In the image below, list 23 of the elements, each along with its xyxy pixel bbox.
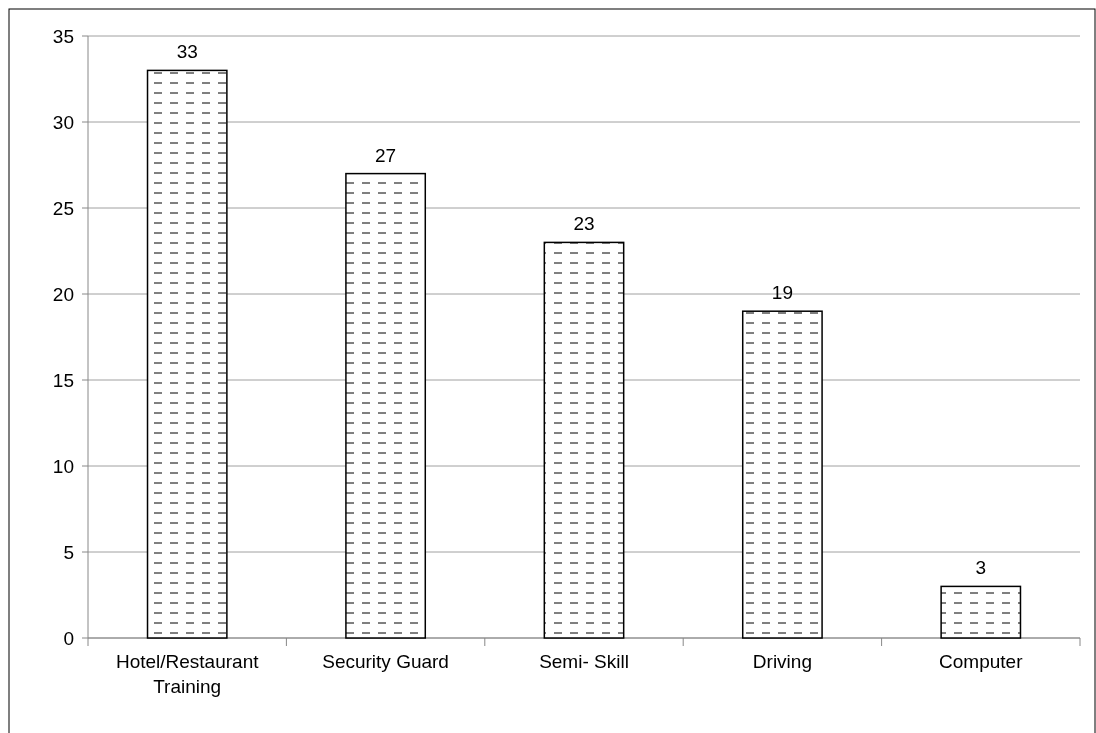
data-label: 27 — [375, 144, 397, 166]
data-label: 3 — [975, 557, 987, 579]
bar — [345, 172, 427, 639]
data-label: 23 — [573, 213, 595, 235]
x-tick-label: Security Guard — [322, 651, 449, 672]
y-tick-label: 0 — [63, 627, 74, 649]
y-tick-label: 15 — [52, 369, 74, 391]
y-tick-label: 35 — [52, 25, 74, 47]
y-tick-label: 30 — [52, 111, 74, 133]
y-tick-label: 25 — [52, 197, 74, 219]
x-tick-label: Semi- Skill — [539, 651, 629, 672]
bar — [543, 241, 625, 639]
y-tick-label: 10 — [52, 455, 74, 477]
bar — [146, 69, 228, 639]
bar — [940, 585, 1022, 639]
x-tick-label: Driving — [752, 651, 812, 672]
y-tick-label: 5 — [63, 541, 74, 563]
y-tick-label: 20 — [52, 283, 74, 305]
data-label: 33 — [176, 41, 198, 63]
bar — [741, 310, 823, 639]
x-tick-label: Computer — [939, 651, 1024, 672]
x-tick-label: Hotel/Restaurant Training — [115, 651, 260, 697]
data-label: 19 — [771, 282, 793, 304]
